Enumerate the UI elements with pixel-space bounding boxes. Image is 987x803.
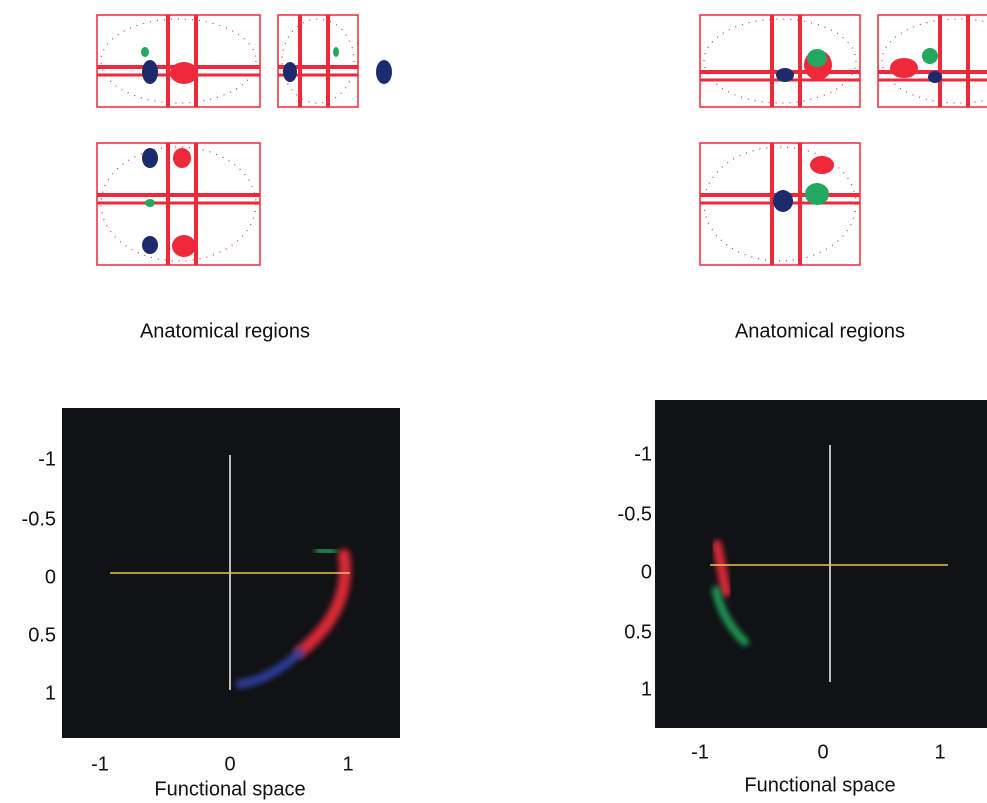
activation-blob — [142, 60, 158, 84]
slice-frame — [277, 14, 359, 108]
y-tick-label: -0.5 — [22, 508, 56, 530]
x-tick-label: -1 — [91, 753, 109, 775]
y-tick-label: 1 — [45, 682, 56, 704]
x-tick-label: -1 — [691, 741, 709, 763]
y-tick-label: 0 — [641, 561, 652, 583]
y-tick-label: 0.5 — [624, 621, 652, 643]
activation-arc — [314, 546, 338, 556]
activation-blob — [142, 148, 158, 168]
y-tick-label: 0.5 — [28, 624, 56, 646]
anatomical-slice — [699, 14, 861, 108]
activation-blob — [142, 236, 158, 254]
activation-blob — [776, 68, 794, 82]
slice-frame — [699, 14, 861, 108]
activation-blob — [170, 62, 198, 84]
activation-blob — [773, 190, 793, 212]
slice-frame — [96, 14, 261, 108]
activation-blob — [807, 49, 827, 67]
x-tick-label: 0 — [817, 741, 828, 763]
anatomical-slice — [96, 14, 261, 108]
brain-outline — [100, 18, 257, 104]
x-tick-label: 1 — [934, 741, 945, 763]
plot-background — [655, 400, 987, 728]
brain-outline — [703, 18, 857, 104]
anatomical-slice — [699, 142, 861, 266]
anatomical-label: Anatomical regions — [735, 320, 905, 342]
activation-blob — [283, 62, 297, 82]
activation-blob — [145, 199, 155, 207]
x-axis-label: Functional space — [744, 774, 895, 796]
activation-blob — [922, 48, 938, 64]
activation-blob — [376, 60, 392, 84]
activation-arc — [712, 540, 731, 597]
anatomical-slice — [877, 14, 987, 108]
functional-plot — [62, 408, 400, 738]
anatomical-slice — [96, 142, 261, 266]
activation-blob — [890, 58, 918, 78]
y-tick-label: 1 — [641, 678, 652, 700]
x-tick-label: 1 — [342, 753, 353, 775]
brain-outline — [281, 18, 355, 104]
x-tick-label: 0 — [224, 753, 235, 775]
activation-blob — [805, 183, 829, 205]
anatomical-label: Anatomical regions — [140, 320, 310, 342]
activation-blob — [173, 148, 191, 168]
y-tick-label: -1 — [634, 443, 652, 465]
activation-blob — [172, 235, 196, 257]
anatomical-slice — [277, 14, 392, 108]
y-tick-label: -1 — [38, 448, 56, 470]
activation-arc — [235, 647, 305, 689]
activation-blob — [333, 47, 339, 57]
x-axis-label: Functional space — [154, 778, 305, 800]
activation-blob — [928, 71, 942, 83]
y-tick-label: 0 — [45, 566, 56, 588]
activation-arc — [294, 549, 351, 658]
activation-arc — [712, 586, 749, 646]
activation-blob — [810, 156, 834, 174]
activation-blob — [141, 47, 149, 57]
y-tick-label: -0.5 — [618, 503, 652, 525]
functional-plot — [655, 400, 987, 728]
